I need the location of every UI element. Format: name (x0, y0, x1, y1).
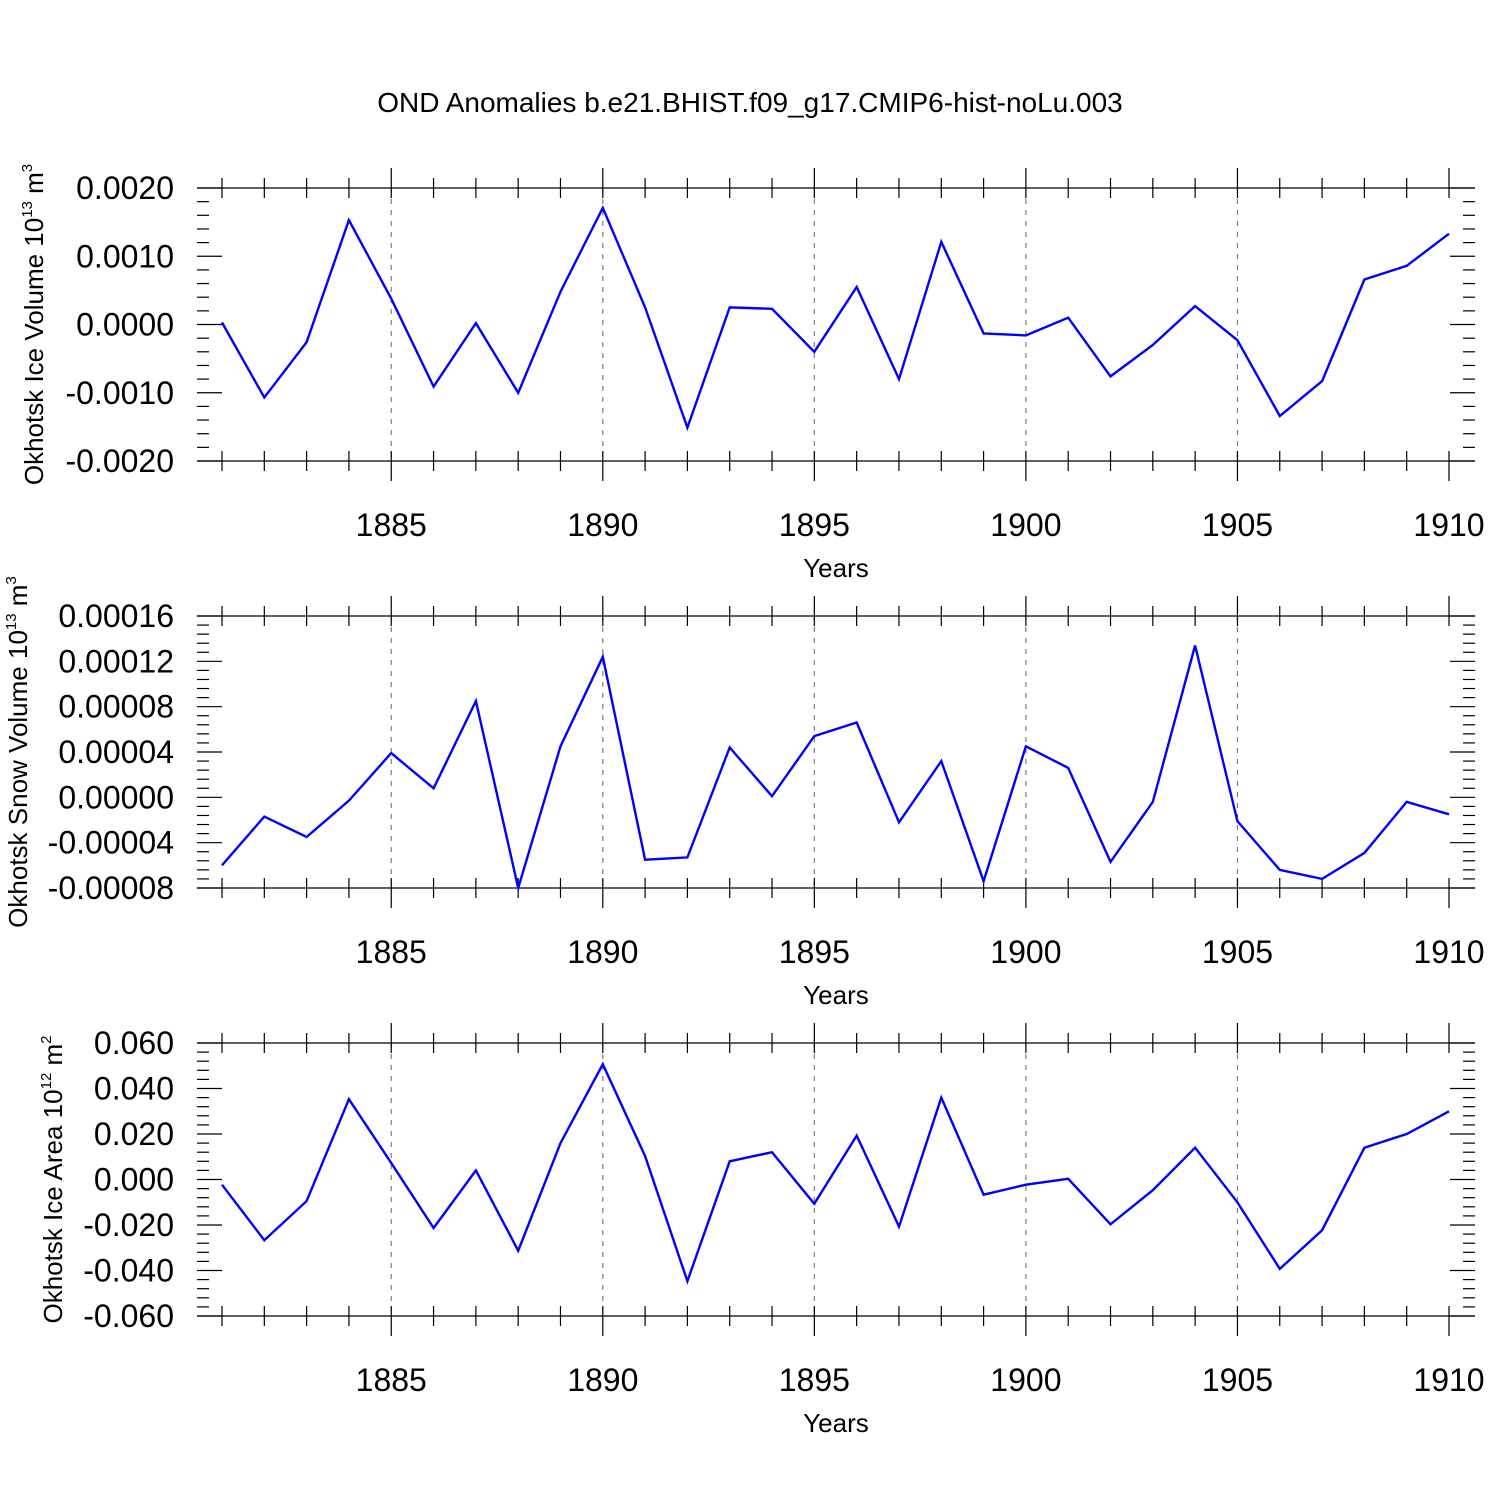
y-tick-label: 0.00000 (58, 779, 174, 815)
x-tick-label: 1910 (1413, 934, 1484, 970)
chart-panel-2: -0.00008 -0.00004 0.00000 0.00004 0.00008 0.0… (3, 576, 1485, 1010)
x-tick-label: 1895 (779, 1362, 850, 1398)
y-tick-label: -0.00008 (48, 870, 174, 906)
y-tick-label: -0.0020 (65, 443, 174, 479)
series-line (221, 645, 1450, 893)
y-axis-label: Okhotsk Ice Area 1012 m2 (38, 1035, 68, 1323)
x-tick-label: 1910 (1413, 507, 1484, 543)
y-tick-label: 0.020 (94, 1116, 174, 1152)
y-axis-label-text: Okhotsk Snow Volume 10 (3, 630, 33, 928)
y-axis-label-unit-exponent: 3 (3, 576, 20, 584)
x-tick-label: 1900 (990, 1362, 1061, 1398)
y-tick-label: 0.000 (94, 1162, 174, 1198)
chart-panel-1: -0.0020 -0.0010 0.0000 0.0010 0.0020 1885 1890… (19, 164, 1485, 583)
x-axis-label: Years (803, 980, 869, 1010)
y-tick-label: 0.00004 (58, 734, 174, 770)
series-line (220, 204, 1450, 432)
figure-title: OND Anomalies b.e21.BHIST.f09_g17.CMIP6-… (377, 87, 1123, 118)
y-tick-label: 0.00008 (58, 689, 174, 725)
y-tick-label: 0.060 (94, 1025, 174, 1061)
y-tick-label: 0.0010 (76, 238, 174, 274)
y-axis-label-unit: m (19, 172, 49, 201)
series-line (221, 1061, 1450, 1285)
y-tick-label: -0.040 (83, 1253, 174, 1289)
x-tick-label: 1905 (1202, 507, 1273, 543)
x-tick-label: 1890 (567, 507, 638, 543)
y-axis-label-exponent: 12 (38, 1073, 55, 1090)
y-axis-label-exponent: 13 (19, 201, 36, 218)
x-tick-label: 1890 (567, 934, 638, 970)
y-axis-label-exponent: 13 (3, 613, 20, 630)
y-tick-label: 0.00016 (58, 598, 174, 634)
x-tick-label: 1905 (1202, 1362, 1273, 1398)
chart-panel-3: -0.060 -0.040 -0.020 0.000 0.020 0.040 0.060 18… (38, 1023, 1485, 1438)
x-tick-label: 1910 (1413, 1362, 1484, 1398)
y-tick-label: -0.0010 (65, 375, 174, 411)
y-tick-label: -0.00004 (48, 825, 174, 861)
panels: -0.0020 -0.0010 0.0000 0.0010 0.0020 1885 1890… (3, 164, 1485, 1438)
x-tick-label: 1895 (779, 507, 850, 543)
y-tick-label: 0.040 (94, 1071, 174, 1107)
y-axis-label-unit: m (38, 1044, 68, 1073)
x-axis-label: Years (803, 1408, 869, 1438)
y-axis-label-unit: m (3, 585, 33, 614)
x-tick-label: 1890 (567, 1362, 638, 1398)
y-tick-label: 0.00012 (58, 643, 174, 679)
y-axis-label-text: Okhotsk Ice Area 10 (38, 1089, 68, 1323)
y-tick-label: 0.0020 (76, 170, 174, 206)
x-tick-label: 1885 (356, 1362, 427, 1398)
x-tick-label: 1895 (779, 934, 850, 970)
x-tick-label: 1885 (356, 507, 427, 543)
y-tick-label: -0.020 (83, 1207, 174, 1243)
x-axis-label: Years (803, 553, 869, 583)
y-axis-label-text: Okhotsk Ice Volume 10 (19, 218, 49, 485)
x-tick-label: 1905 (1202, 934, 1273, 970)
y-tick-label: 0.0000 (76, 307, 174, 343)
y-axis-label: Okhotsk Ice Volume 1013 m3 (19, 164, 49, 485)
x-tick-label: 1900 (990, 934, 1061, 970)
y-axis-label-unit-exponent: 3 (19, 164, 36, 172)
y-axis-label: Okhotsk Snow Volume 1013 m3 (3, 576, 33, 928)
y-tick-label: -0.060 (83, 1298, 174, 1334)
x-tick-label: 1900 (990, 507, 1061, 543)
x-tick-label: 1885 (356, 934, 427, 970)
y-axis-label-unit-exponent: 2 (38, 1035, 55, 1043)
